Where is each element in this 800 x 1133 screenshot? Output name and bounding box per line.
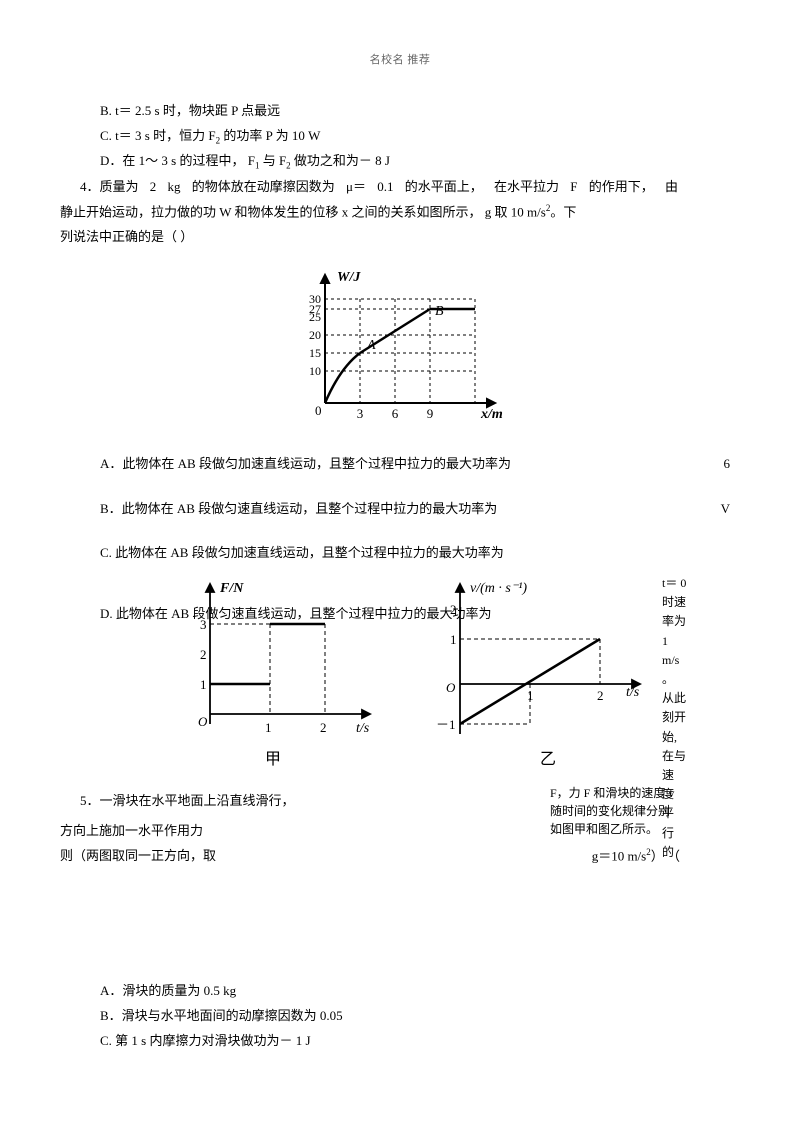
q3-option-d: D．在 1～ 3 s 的过程中， F1 与 F2 做功之和为－ 8 J <box>100 149 740 175</box>
q3-option-c: C. t＝ 3 s 时，恒力 F2 的功率 P 为 10 W <box>100 124 740 150</box>
svg-text:－1: －1 <box>436 717 456 732</box>
q5-options: A．滑块的质量为 0.5 kg B．滑块与水平地面间的动摩擦因数为 0.05 C… <box>100 979 740 1053</box>
q4-option-d: D. 此物体在 AB 段做匀速直线运动，且整个过程中拉力的最大功率为 <box>100 602 491 627</box>
svg-text:x/m: x/m <box>480 407 503 422</box>
q4-option-b: B．此物体在 AB 段做匀速直线运动，且整个过程中拉力的最大功率为V <box>100 497 740 522</box>
q3-option-b: B. t＝ 2.5 s 时，物块距 P 点最远 <box>100 99 740 124</box>
svg-text:t/s: t/s <box>626 685 640 700</box>
svg-text:10: 10 <box>309 364 321 378</box>
svg-text:t/s: t/s <box>356 721 370 736</box>
q5-line3: 则（两图取同一正方向，取 g＝10 m/s2） （ <box>60 844 740 869</box>
svg-text:25: 25 <box>309 310 321 324</box>
svg-text:0: 0 <box>315 403 322 418</box>
q5-option-c: C. 第 1 s 内摩擦力对滑块做功为－ 1 J <box>100 1029 740 1054</box>
svg-text:乙: 乙 <box>540 751 556 768</box>
svg-text:O: O <box>446 680 456 695</box>
svg-text:15: 15 <box>309 346 321 360</box>
svg-text:1: 1 <box>265 720 272 735</box>
svg-text:甲: 甲 <box>265 751 281 768</box>
svg-text:1: 1 <box>200 677 207 692</box>
svg-text:v/(m · s⁻¹): v/(m · s⁻¹) <box>470 581 527 596</box>
svg-text:2: 2 <box>597 688 604 703</box>
q5-graphs: D. 此物体在 AB 段做匀速直线运动，且整个过程中拉力的最大功率为 F/N t… <box>60 574 740 783</box>
header-text: 名校名 推荐 <box>370 54 431 66</box>
q4-stem-line3: 列说法中正确的是（ ） <box>60 225 740 250</box>
q4-chart: W/J x/m 0 30 27 25 20 15 10 3 6 9 <box>60 263 740 432</box>
svg-text:20: 20 <box>309 328 321 342</box>
q5-option-b: B．滑块与水平地面间的动摩擦因数为 0.05 <box>100 1004 740 1029</box>
svg-text:3: 3 <box>357 406 364 421</box>
q4-stem-line1: 4．质量为 2 kg 的物体放在动摩擦因数为 μ＝ 0.1 的水平面上， 在水平… <box>80 175 740 200</box>
svg-text:B: B <box>435 304 444 319</box>
q5-right-block: F，力 F 和滑块的速度 v 随时间的变化规律分别 如图甲和图乙所示。 <box>550 784 730 838</box>
svg-text:2: 2 <box>320 720 327 735</box>
svg-text:W/J: W/J <box>337 270 361 285</box>
q4-option-a: A．此物体在 AB 段做匀加速直线运动，且整个过程中拉力的最大功率为6 <box>100 452 740 477</box>
svg-text:O: O <box>198 714 208 729</box>
svg-text:2: 2 <box>200 647 207 662</box>
svg-text:A: A <box>366 338 376 353</box>
q4-stem-line2: 静止开始运动，拉力做的功 W 和物体发生的位移 x 之间的关系如图所示， g 取… <box>60 200 740 225</box>
q5-block: D. 此物体在 AB 段做匀速直线运动，且整个过程中拉力的最大功率为 F/N t… <box>60 574 740 869</box>
svg-text:F/N: F/N <box>219 581 244 596</box>
page-header: 名校名 推荐 <box>60 50 740 71</box>
svg-text:9: 9 <box>427 406 434 421</box>
q5-option-a: A．滑块的质量为 0.5 kg <box>100 979 740 1004</box>
q4-option-c: C. 此物体在 AB 段做匀加速直线运动，且整个过程中拉力的最大功率为 <box>100 541 740 566</box>
wj-x-chart: W/J x/m 0 30 27 25 20 15 10 3 6 9 <box>285 263 515 423</box>
svg-text:6: 6 <box>392 406 399 421</box>
svg-text:1: 1 <box>450 632 457 647</box>
